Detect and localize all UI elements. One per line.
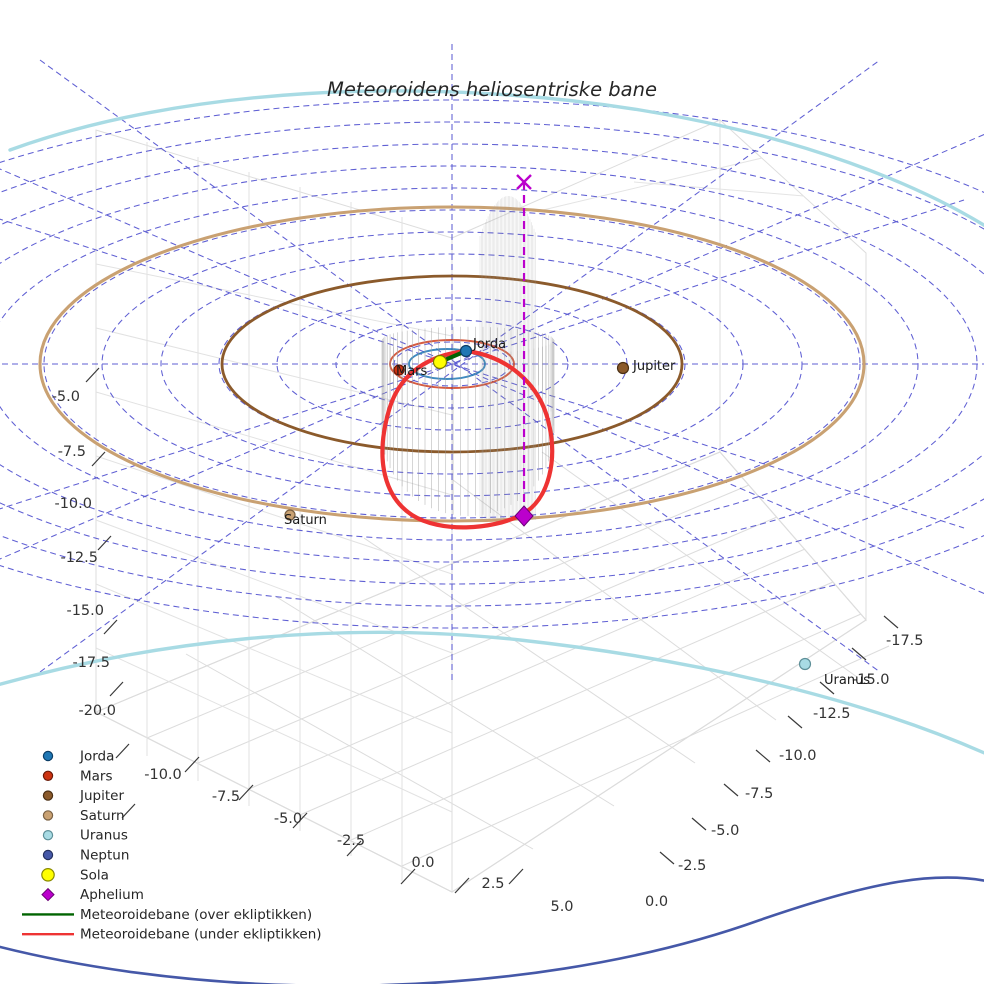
z-tick-label: -17.5 — [72, 655, 110, 671]
x-tick-label: -5.0 — [274, 811, 302, 827]
orbit-jupiter — [220, 274, 684, 454]
legend-label: Jupiter — [79, 788, 124, 804]
orbit-neptune — [0, 876, 984, 984]
y-tick-label: -17.5 — [886, 633, 924, 649]
body-marker[interactable] — [432, 354, 448, 370]
legend-entry-sola[interactable]: Sola — [41, 867, 109, 883]
body-jupiter[interactable]: Jupiter — [616, 359, 677, 375]
y-tick-label: -7.5 — [745, 786, 773, 802]
body-marker[interactable] — [798, 657, 812, 671]
z-axis-tick-labels: -5.0 -7.5 -10.0 -12.5 -15.0 -17.5 -20.0 — [52, 389, 116, 719]
planet-orbits — [0, 89, 984, 984]
pane-wireframe — [94, 118, 890, 893]
orbit-uranus — [8, 89, 984, 228]
y-tick-label: -10.0 — [779, 748, 817, 764]
x-tick-label: -2.5 — [337, 833, 365, 849]
body-marker[interactable] — [616, 361, 630, 375]
legend-entry-jupiter[interactable]: Jupiter — [42, 788, 124, 804]
body-jorda[interactable]: Jorda — [459, 337, 507, 358]
legend-entry-jorda[interactable]: Jorda — [42, 749, 114, 765]
legend-marker-diamond — [41, 887, 55, 902]
legend-entry-saturn[interactable]: Saturn — [42, 808, 125, 824]
legend-marker-circle — [42, 750, 54, 762]
legend-marker-circle — [41, 867, 55, 882]
z-tick-label: -5.0 — [52, 389, 80, 405]
body-mars[interactable]: Mars — [393, 364, 428, 379]
legend-entry-mars[interactable]: Mars — [42, 768, 113, 784]
legend-label: Uranus — [80, 828, 128, 844]
aphelium-projection-marker[interactable] — [516, 174, 532, 190]
meteoroid-orbit-under-ecliptic — [380, 348, 555, 530]
z-tick-label: -15.0 — [66, 603, 104, 619]
legend-marker-circle — [42, 810, 54, 821]
body-uranus[interactable]: Uranus — [798, 657, 871, 689]
legend-label: Jorda — [79, 749, 114, 765]
body-saturn[interactable]: Saturn — [284, 509, 327, 528]
legend-label: Meteoroidebane (over ekliptikken) — [80, 907, 312, 923]
body-marker[interactable] — [284, 509, 296, 521]
body-marker[interactable] — [459, 344, 473, 358]
body-marker[interactable] — [393, 364, 405, 376]
z-tick-label: -7.5 — [58, 444, 86, 460]
legend-label: Mars — [80, 768, 113, 784]
y-tick-label: -12.5 — [813, 706, 851, 722]
y-tick-label: -2.5 — [678, 858, 706, 874]
axis-ticks — [85, 367, 899, 894]
y-tick-label: 0.0 — [645, 894, 668, 910]
body-label-saturn: Saturn — [284, 513, 327, 528]
x-axis-tick-labels: -10.0 -7.5 -5.0 -2.5 0.0 2.5 5.0 — [144, 767, 573, 915]
legend-entry-meteoroidebane-under-ekliptikken[interactable]: Meteoroidebane (under ekliptikken) — [22, 927, 322, 943]
polar-reference-grid — [0, 44, 984, 684]
legend-entry-uranus[interactable]: Uranus — [42, 828, 128, 844]
x-tick-label: 0.0 — [411, 855, 434, 871]
legend-label: Sola — [80, 867, 109, 883]
y-tick-label: -5.0 — [711, 823, 739, 839]
y-axis-tick-labels: 0.0 -2.5 -5.0 -7.5 -10.0 -12.5 -15.0 -17… — [645, 633, 924, 910]
orbit-saturn — [38, 205, 866, 523]
legend-marker-circle — [42, 830, 54, 841]
legend-marker-circle — [42, 790, 54, 801]
legend-entry-meteoroidebane-over-ekliptikken[interactable]: Meteoroidebane (over ekliptikken) — [22, 907, 312, 923]
body-label-jupiter: Jupiter — [632, 359, 676, 374]
legend-label: Neptun — [80, 848, 129, 864]
legend-entry-neptun[interactable]: Neptun — [42, 848, 129, 864]
x-tick-label: 5.0 — [550, 899, 573, 915]
body-label-uranus: Uranus — [824, 673, 870, 688]
aphelium-marker[interactable] — [514, 505, 534, 527]
x-tick-label: -7.5 — [212, 789, 240, 805]
x-tick-label: 2.5 — [481, 876, 504, 892]
z-tick-label: -10.0 — [54, 496, 92, 512]
orbit-uranus-near — [0, 630, 984, 755]
legend-label: Aphelium — [80, 887, 144, 903]
body-label-jorda: Jorda — [472, 337, 506, 352]
legend-entry-aphelium[interactable]: Aphelium — [41, 887, 144, 903]
legend-label: Saturn — [80, 808, 125, 824]
z-tick-label: -20.0 — [78, 703, 116, 719]
orbit-jorda — [408, 348, 486, 380]
body-sola[interactable] — [432, 354, 448, 370]
body-label-mars: Mars — [396, 364, 428, 379]
page-title: Meteoroidens heliosentriske bane — [327, 78, 657, 101]
legend-marker-circle — [42, 770, 54, 782]
orbit-drop-lines — [381, 196, 555, 520]
celestial-bodies: Jorda Mars Jupiter Saturn Uranus — [284, 337, 870, 688]
legend: Jorda Mars Jupiter Saturn Uranus Neptun Sola Ap… — [22, 749, 322, 943]
y-tick-label: -15.0 — [852, 672, 890, 688]
z-tick-label: -12.5 — [60, 550, 98, 566]
legend-label: Meteoroidebane (under ekliptikken) — [80, 927, 322, 943]
x-tick-label: -10.0 — [144, 767, 182, 783]
legend-marker-circle — [42, 849, 54, 861]
